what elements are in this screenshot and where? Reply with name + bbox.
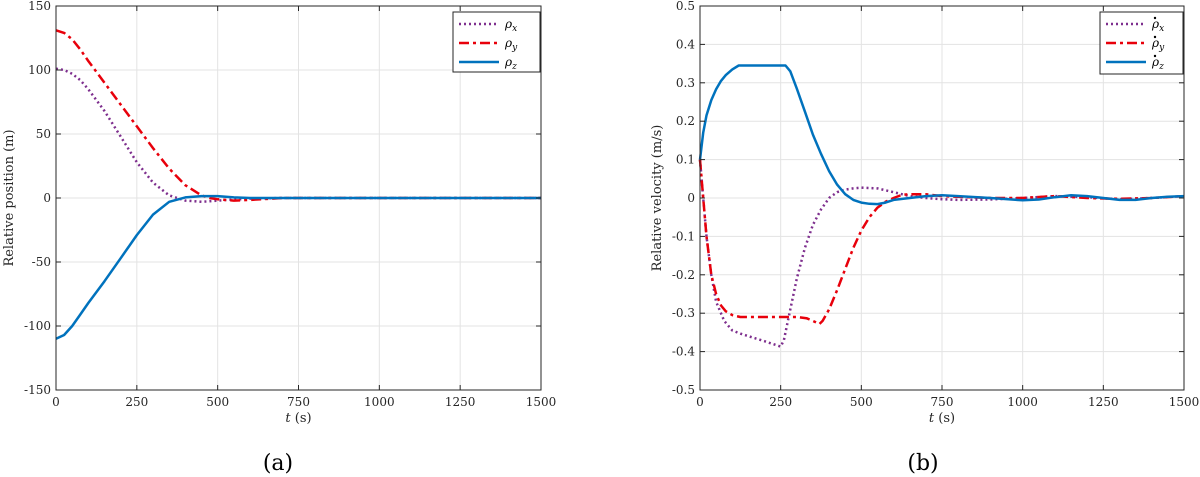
legend-subscript: x	[512, 24, 517, 34]
x-axis-label: t (s)	[929, 411, 955, 426]
y-tick-label: -0.3	[672, 306, 695, 320]
x-tick-label: 1000	[1007, 395, 1038, 409]
x-axis-unit: (s)	[934, 411, 955, 426]
y-tick-label: -0.5	[672, 383, 695, 397]
panel-label: (a)	[263, 451, 293, 476]
y-tick-label: 0.3	[676, 76, 695, 90]
y-tick-label: -0.1	[672, 229, 695, 243]
legend-subscript: x	[1159, 24, 1164, 34]
x-tick-label: 1250	[445, 395, 476, 409]
x-axis-label: t (s)	[285, 411, 311, 426]
legend-symbol: ρ	[1151, 17, 1159, 31]
y-tick-label: 50	[36, 127, 51, 141]
chart-panel-b: 0 250 500 750 1000 1250 1500 -0.5 -0.4 -0.3 -0.2 -0…	[650, 0, 1199, 476]
x-tick-label: 500	[850, 395, 873, 409]
x-tick-label: 1500	[526, 395, 557, 409]
x-tick-label: 0	[52, 395, 60, 409]
legend-label-x: ρx	[1151, 17, 1164, 34]
legend-label-z: ρz	[504, 55, 517, 72]
legend-subscript: y	[511, 43, 518, 53]
x-tick-label: 750	[287, 395, 310, 409]
y-tick-label: -150	[24, 383, 51, 397]
x-tick-label: 1000	[364, 395, 395, 409]
x-tick-label: 1500	[1169, 395, 1200, 409]
y-tick-label: -100	[24, 319, 51, 333]
chart-panel-a: 0 250 500 750 1000 1250 1500 -150 -100 -50 0 50 100 1…	[2, 0, 556, 476]
legend-symbol: ρ	[504, 17, 512, 31]
y-tick-label: 0.5	[676, 0, 695, 13]
legend-subscript: z	[511, 62, 517, 72]
x-tick-label: 1250	[1088, 395, 1119, 409]
y-tick-label: 0.1	[676, 153, 695, 167]
y-axis-label: Relative velocity (m/s)	[650, 125, 665, 272]
legend-label-y: ρy	[504, 36, 518, 53]
legend-dot-accent	[1153, 54, 1157, 58]
legend-symbol: ρ	[504, 36, 512, 50]
y-tick-label: 0	[687, 191, 695, 205]
x-tick-label: 500	[206, 395, 229, 409]
legend-symbol: ρ	[1151, 36, 1159, 50]
x-axis-variable: t	[929, 411, 935, 426]
y-tick-label: 0	[43, 191, 51, 205]
y-axis-label: Relative position (m)	[2, 129, 17, 266]
legend-label-y: ρy	[1151, 36, 1165, 53]
panel-label: (b)	[907, 451, 938, 476]
series-line-z	[55, 194, 541, 340]
x-tick-label: 0	[696, 395, 704, 409]
y-tick-label: -0.4	[672, 345, 696, 359]
legend-subscript: z	[1158, 62, 1164, 72]
x-tick-label: 250	[769, 395, 792, 409]
series-line-y	[698, 159, 1185, 326]
legend-label-z: ρz	[1151, 55, 1164, 72]
legend-label-x: ρx	[504, 17, 517, 34]
y-tick-label: 0.2	[676, 114, 695, 128]
y-tick-label: -50	[32, 255, 51, 269]
y-tick-label: 0.4	[676, 37, 695, 51]
series-line-y	[55, 29, 541, 202]
series-line-z	[698, 64, 1185, 206]
legend-dot-accent	[1153, 16, 1157, 20]
x-tick-label: 250	[125, 395, 148, 409]
x-axis-unit: (s)	[291, 411, 312, 426]
legend-subscript: y	[1158, 43, 1165, 53]
series-line-x	[55, 67, 541, 204]
x-axis-variable: t	[285, 411, 291, 426]
legend-symbol: ρ	[1151, 55, 1159, 69]
y-tick-label: 100	[28, 63, 51, 77]
y-tick-label: 150	[28, 0, 51, 13]
y-tick-label: -0.2	[672, 268, 695, 282]
legend-symbol: ρ	[504, 55, 512, 69]
legend-dot-accent	[1153, 35, 1157, 39]
x-tick-label: 750	[931, 395, 954, 409]
